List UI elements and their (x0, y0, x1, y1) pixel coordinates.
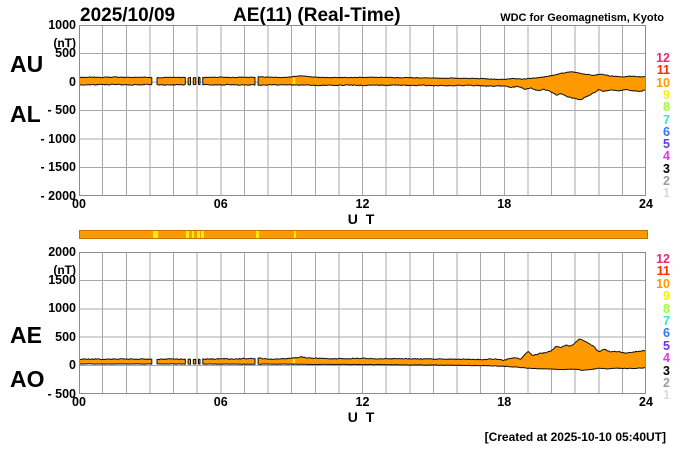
station-count-legend-item: 9 (663, 87, 670, 102)
unit-label-bottom: (nT) (53, 263, 76, 277)
station-count-legend-item: 10 (656, 276, 670, 291)
x-tick-label: 18 (497, 197, 512, 211)
station-count-legend-item: 1 (663, 186, 670, 201)
station-count-legend-item: 7 (663, 314, 670, 328)
station-count-legend-item: 2 (663, 376, 670, 390)
station-count-bar (79, 230, 648, 239)
station-count-legend-item: 9 (663, 289, 670, 304)
x-axis-title-top: U T (347, 211, 377, 227)
data-source-label: WDC for Geomagnetism, Kyoto (500, 12, 664, 24)
station-count-bar-slice (152, 231, 158, 238)
x-tick-label: 12 (355, 197, 370, 211)
x-tick-label: 00 (72, 395, 86, 409)
station-count-legend-item: 7 (663, 112, 670, 127)
station-count-legend-item: 1 (663, 388, 670, 403)
created-timestamp: [Created at 2025-10-10 05:40UT] (484, 430, 666, 444)
station-count-bar-slice (293, 231, 297, 238)
station-count-legend-item: 11 (656, 63, 670, 78)
y-tick-label: - 1000 (40, 131, 76, 146)
au-al-chart (79, 25, 646, 196)
station-count-legend-item: 12 (656, 252, 670, 266)
station-count-legend-item: 5 (663, 338, 670, 353)
station-count-legend-item: 5 (663, 137, 670, 152)
station-count-legend-item: 6 (663, 326, 670, 341)
station-count-bar-slice (186, 231, 190, 238)
station-count-bar-slice (196, 231, 200, 238)
au-series-label: AU (10, 51, 44, 77)
station-count-bar-slice (191, 231, 195, 238)
x-tick-label: 12 (355, 395, 370, 409)
y-tick-label: - 2000 (40, 188, 76, 203)
station-count-legend-item: 10 (656, 75, 670, 90)
x-tick-label: 06 (213, 395, 228, 409)
plot-date: 2025/10/09 (80, 5, 176, 26)
station-count-legend-item: 4 (663, 149, 670, 164)
y-tick-label: 1000 (48, 301, 76, 316)
station-count-legend-item: 8 (663, 301, 670, 316)
page-title: AE(11) (Real-Time) (233, 5, 401, 26)
y-tick-label: - 1500 (40, 160, 76, 174)
x-axis-title-bottom: U T (347, 409, 377, 425)
y-tick-label: 2000 (48, 244, 76, 259)
station-count-legend-item: 3 (663, 363, 670, 378)
x-tick-label: 00 (72, 197, 86, 211)
x-tick-label: 06 (213, 197, 228, 211)
ae-ao-chart (79, 252, 646, 394)
unit-label-top: (nT) (53, 36, 76, 50)
ao-series-label: AO (10, 366, 45, 392)
x-tick-label: 24 (639, 197, 653, 211)
station-count-bar-slice (200, 231, 204, 238)
x-tick-label: 18 (497, 395, 512, 409)
station-count-legend-item: 3 (663, 161, 670, 176)
al-series-label: AL (10, 101, 41, 127)
ae-series-label: AE (10, 322, 42, 348)
station-count-legend-item: 6 (663, 124, 670, 139)
station-count-legend-item: 12 (656, 51, 670, 65)
station-count-legend-item: 4 (663, 351, 670, 366)
station-count-bar-slice (256, 231, 260, 238)
station-count-legend-item: 2 (663, 174, 670, 188)
station-count-legend-item: 8 (663, 100, 670, 115)
y-tick-label: 1000 (48, 17, 76, 32)
station-count-legend-item: 11 (656, 264, 670, 279)
